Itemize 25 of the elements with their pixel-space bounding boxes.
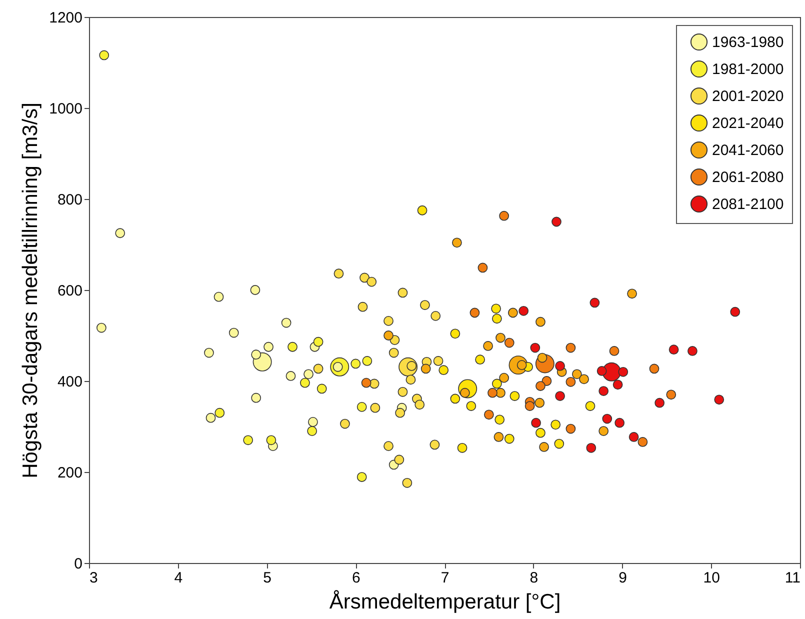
x-tick-label: 11: [784, 570, 800, 586]
y-tick-label: 200: [57, 464, 82, 482]
legend-label: 2021-2040: [712, 115, 784, 132]
x-tick-label: 5: [263, 570, 272, 586]
x-axis-title: Årsmedeltemperatur [°C]: [329, 590, 561, 614]
x-tick-label: 10: [703, 570, 720, 586]
y-tick-label: 1200: [49, 10, 82, 26]
x-tick-label: 3: [90, 570, 98, 586]
legend-label: 2061-2080: [712, 169, 784, 186]
y-axis-title: Högsta 30-dagars medeltillrinning [m3/s]: [19, 102, 42, 478]
y-tick-label: 400: [57, 374, 82, 390]
y-tick-label: 800: [57, 192, 82, 208]
legend-label: 2081-2100: [712, 196, 784, 213]
x-tick-label: 4: [174, 570, 183, 586]
x-tick-label: 7: [440, 570, 450, 586]
x-tick-label: 9: [618, 570, 627, 586]
legend-label: 2041-2060: [712, 142, 784, 159]
y-tick-label: 1000: [49, 100, 82, 118]
y-tick-label: 600: [57, 282, 82, 300]
legend-label: 1981-2000: [712, 61, 784, 78]
legend-label: 2001-2020: [712, 88, 784, 105]
legend-label: 1963-1980: [712, 34, 784, 51]
x-tick-label: 8: [530, 570, 538, 586]
x-tick-label: 6: [352, 570, 360, 586]
y-tick-label: 0: [74, 556, 82, 572]
